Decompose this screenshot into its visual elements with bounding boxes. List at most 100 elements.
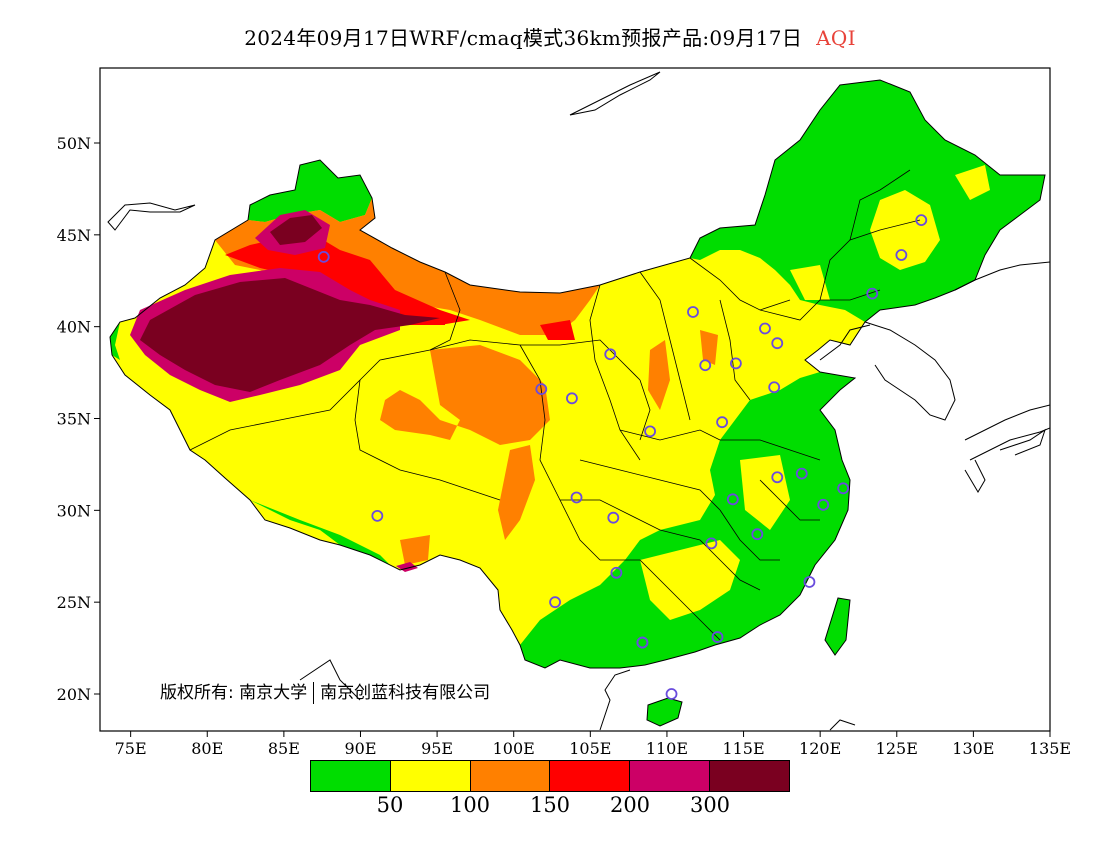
city-station-marker xyxy=(726,493,739,506)
city-station-marker xyxy=(729,357,742,370)
legend-label: 100 xyxy=(449,793,491,817)
x-tick-label: 110E xyxy=(646,739,688,758)
legend-label: 300 xyxy=(689,793,731,817)
city-station-marker xyxy=(771,471,784,484)
x-tick-label: 120E xyxy=(799,739,841,758)
city-station-marker xyxy=(549,596,561,609)
province-boundaries xyxy=(189,169,921,641)
map-title: 2024年09月17日WRF/cmaq模式36km预报产品:09月17日 AQI xyxy=(0,22,1100,51)
southeast-region-good xyxy=(520,372,855,668)
city-station-marker xyxy=(705,537,718,550)
city-station-marker xyxy=(687,306,699,318)
legend-label: 150 xyxy=(529,793,571,817)
city-station-marker xyxy=(644,425,656,438)
legend-swatch xyxy=(630,761,711,791)
city-station-marker xyxy=(895,249,908,261)
color-legend xyxy=(310,760,790,792)
x-tick-label: 130E xyxy=(952,739,994,758)
neighbor-coastlines xyxy=(107,71,1050,731)
y-tick-label: 20N xyxy=(57,685,91,704)
city-station-marker xyxy=(711,631,724,643)
city-station-marker xyxy=(795,467,808,480)
city-station-marker xyxy=(803,576,816,588)
city-station-marker xyxy=(317,250,330,263)
y-tick-label: 30N xyxy=(57,501,91,520)
legend-label: 200 xyxy=(609,793,651,817)
southwest-fringe-good xyxy=(250,500,390,565)
taiwan-region-good xyxy=(824,597,851,656)
north-band-unhealthy xyxy=(225,232,470,325)
legend-swatch xyxy=(550,761,631,791)
copyright-notice: 版权所有: 南京大学 南京创蓝科技有限公司 xyxy=(160,678,490,704)
x-tick-label: 95E xyxy=(421,739,453,758)
y-tick-label: 25N xyxy=(57,593,91,612)
city-station-marker xyxy=(699,359,712,372)
legend-swatch xyxy=(311,761,391,791)
central-plateau-usg xyxy=(380,345,550,445)
y-tick-label: 50N xyxy=(57,134,91,153)
city-station-marker xyxy=(716,416,728,429)
copyright-org2: 南京创蓝科技有限公司 xyxy=(320,683,491,703)
city-station-marker xyxy=(535,383,548,396)
x-tick-label: 125E xyxy=(876,739,918,758)
x-tick-label: 75E xyxy=(115,739,147,758)
y-axis: 20N 25N 30N 35N 40N 45N 50N xyxy=(57,134,100,704)
city-station-marker xyxy=(566,392,578,405)
legend-swatch xyxy=(710,761,789,791)
city-station-marker xyxy=(771,337,784,350)
south-patch-moderate-2 xyxy=(740,455,790,530)
station-markers xyxy=(317,214,928,700)
map-frame xyxy=(99,67,1051,732)
sichuan-patch-usg xyxy=(498,445,535,540)
city-station-marker xyxy=(610,566,623,579)
city-station-marker xyxy=(371,509,384,522)
northeast-patch-moderate-3 xyxy=(790,265,830,300)
city-station-marker xyxy=(751,528,764,541)
west-fringe-good xyxy=(110,322,120,360)
south-patch-moderate xyxy=(640,540,740,620)
city-station-marker xyxy=(915,214,928,227)
loess-patch-usg-2 xyxy=(700,330,718,365)
city-station-marker xyxy=(570,491,583,504)
city-station-marker xyxy=(837,482,850,495)
copyright-prefix: 版权所有: xyxy=(160,683,234,703)
city-station-marker xyxy=(665,688,678,700)
tarim-basin-hazardous xyxy=(140,278,440,392)
northeast-region-good xyxy=(690,80,1045,322)
y-tick-label: 40N xyxy=(57,318,91,337)
x-tick-label: 105E xyxy=(569,739,611,758)
x-tick-label: 80E xyxy=(191,739,223,758)
loess-patch-usg xyxy=(648,340,670,410)
legend-label: 50 xyxy=(376,793,404,817)
title-variable: AQI xyxy=(816,26,856,50)
northeast-patch-moderate-2 xyxy=(955,165,990,200)
tibet-patch-usg xyxy=(400,535,430,565)
city-station-marker xyxy=(866,287,879,300)
city-station-marker xyxy=(817,498,830,511)
hainan-region-good xyxy=(646,697,683,727)
city-station-marker xyxy=(607,511,620,524)
city-station-marker xyxy=(768,381,781,394)
copyright-org1: 南京大学 xyxy=(239,683,308,703)
city-station-marker xyxy=(636,636,649,649)
y-tick-label: 45N xyxy=(57,226,91,245)
legend-labels: 50 100 150 200 300 xyxy=(0,793,1100,823)
x-tick-label: 135E xyxy=(1029,739,1071,758)
x-tick-label: 85E xyxy=(268,739,300,758)
legend-swatch xyxy=(390,761,471,791)
x-tick-label: 115E xyxy=(722,739,764,758)
copyright-separator xyxy=(313,682,315,704)
x-tick-label: 100E xyxy=(493,739,535,758)
city-station-marker xyxy=(759,322,771,335)
x-axis: 75E 80E 85E 90E 95E 100E 105E 110E 115E 120E 125E 1… xyxy=(115,731,1071,758)
title-main: 2024年09月17日WRF/cmaq模式36km预报产品:09月17日 xyxy=(244,26,803,50)
x-tick-label: 90E xyxy=(344,739,376,758)
northwest-region-good xyxy=(248,160,372,222)
northeast-patch-moderate xyxy=(870,190,940,270)
inner-mongolia-unhealthy xyxy=(540,320,575,340)
legend-swatch xyxy=(470,761,551,791)
y-tick-label: 35N xyxy=(57,410,91,429)
junggar-basin-hazardous xyxy=(270,215,322,245)
city-station-marker xyxy=(604,348,617,361)
